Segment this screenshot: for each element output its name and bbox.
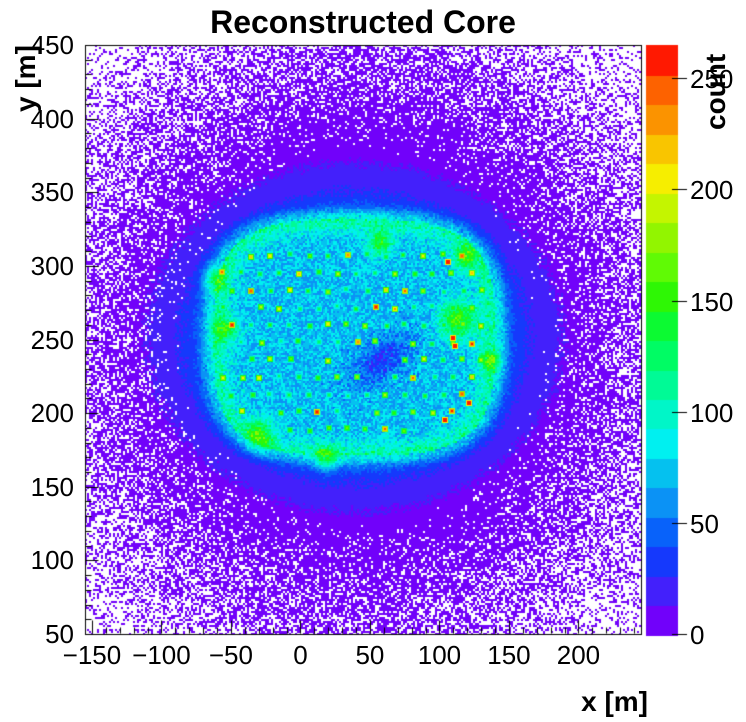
y-tick-label: 300 [30,250,74,281]
x-axis-title: x [m] [581,686,648,717]
x-tick-label: 50 [355,640,385,670]
x-tick-label: 150 [487,640,531,670]
colorbar-tick-label: 150 [690,286,734,317]
y-tick-label: 350 [30,177,74,208]
x-tick-label: −50 [208,640,253,670]
y-tick-label: 150 [30,471,74,502]
colorbar-tick-label: 200 [690,175,734,206]
x-tick-label: 100 [417,640,462,670]
y-tick-label: 50 [45,619,74,649]
y-tick-label: 450 [30,30,74,60]
y-tick-label: 250 [30,324,74,355]
colorbar-tick-label: 50 [690,508,719,539]
x-tick-label: 200 [556,640,601,670]
x-tick-label: 0 [293,640,308,670]
colorbar-tick-label: 0 [690,620,705,650]
colorbar-tick-label: 250 [690,64,734,95]
x-tick-label: −150 [62,640,122,670]
y-tick-label: 400 [30,103,74,134]
y-tick-label: 200 [30,398,74,429]
colorbar-tick-label: 100 [690,397,734,428]
y-tick-label: 100 [30,545,74,576]
x-tick-label: −100 [132,640,191,670]
chart-title: Reconstructed Core [210,4,516,40]
